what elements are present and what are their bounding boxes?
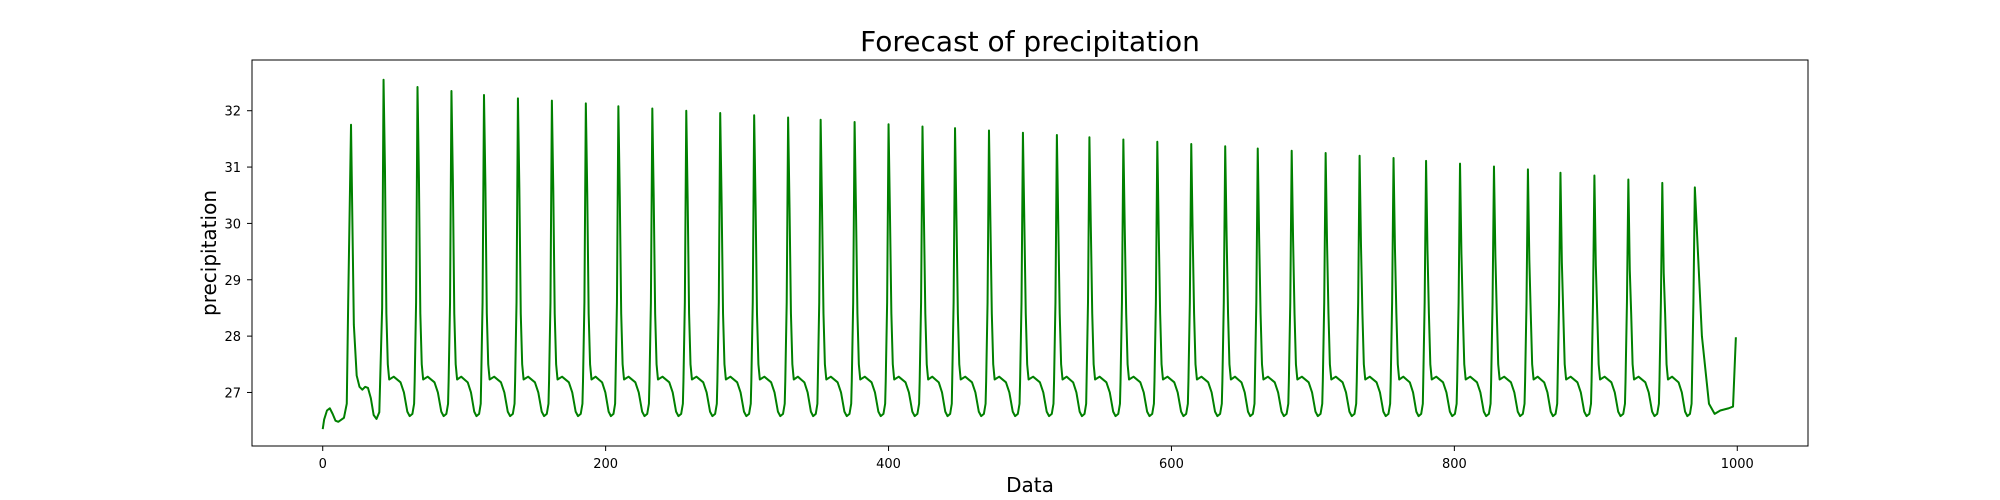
y-tick-label: 29 bbox=[224, 274, 241, 289]
x-tick-label: 600 bbox=[1159, 457, 1184, 472]
x-tick-label: 800 bbox=[1442, 457, 1467, 472]
y-tick-label: 27 bbox=[224, 386, 241, 401]
y-tick-label: 31 bbox=[224, 161, 241, 176]
plot-area-frame bbox=[251, 59, 1809, 447]
x-axis-label: Data bbox=[1006, 473, 1054, 497]
y-tick-label: 30 bbox=[224, 217, 241, 232]
y-axis-ticks: 27 28 29 30 31 32 bbox=[224, 105, 252, 401]
x-tick-label: 1000 bbox=[1721, 457, 1754, 472]
precipitation-forecast-line bbox=[321, 78, 1737, 430]
y-tick-label: 32 bbox=[224, 105, 241, 120]
chart-title: Forecast of precipitation bbox=[860, 25, 1200, 58]
x-axis-ticks: 0 200 400 600 800 1000 bbox=[319, 446, 1754, 472]
y-axis-label: precipitation bbox=[197, 190, 221, 316]
x-tick-label: 0 bbox=[319, 457, 327, 472]
y-tick-label: 28 bbox=[224, 330, 241, 345]
x-tick-label: 200 bbox=[593, 457, 618, 472]
x-tick-label: 400 bbox=[876, 457, 901, 472]
series-layer bbox=[321, 78, 1737, 430]
